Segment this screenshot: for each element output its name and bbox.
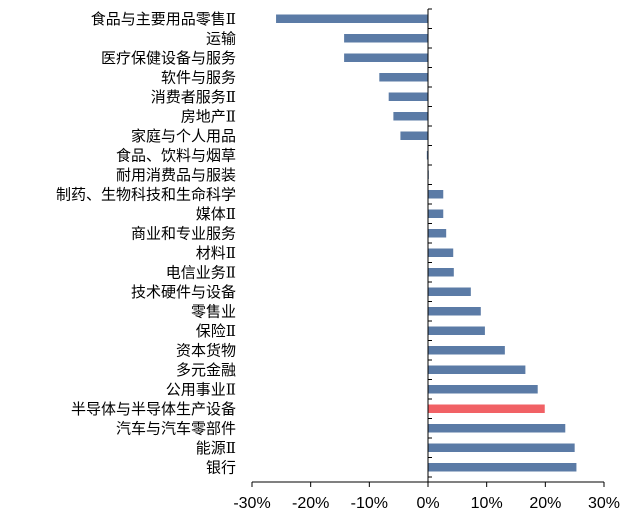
category-label-17: 资本货物	[176, 341, 236, 359]
x-tick-label-0: -30%	[233, 495, 270, 512]
category-label-4: 消费者服务Ⅱ	[151, 88, 236, 106]
category-label-13: 电信业务Ⅱ	[166, 263, 236, 281]
x-tick-label-2: -10%	[351, 495, 388, 512]
x-tick-labels-group: -30% -20% -10% 0% 10% 20% 30%	[233, 495, 620, 512]
category-label-19: 公用事业Ⅱ	[166, 380, 236, 398]
category-label-20: 半导体与半导体生产设备	[71, 400, 236, 418]
category-label-9: 制药、生物科技和生命科学	[56, 185, 236, 203]
category-label-7: 食品、饮料与烟草	[116, 146, 236, 164]
bar-4	[388, 92, 428, 101]
category-label-15: 零售业	[191, 302, 236, 320]
bar-5	[393, 112, 428, 121]
bar-15	[428, 307, 481, 316]
bar-21	[428, 424, 566, 433]
category-label-23: 银行	[206, 458, 236, 476]
bar-6	[400, 131, 428, 140]
x-tick-label-3: 0%	[416, 495, 439, 512]
category-label-6: 家庭与个人用品	[131, 127, 236, 145]
bar-0	[276, 14, 428, 23]
bar-11	[428, 229, 447, 238]
category-label-14: 技术硬件与设备	[131, 283, 236, 301]
category-label-2: 医疗保健设备与服务	[101, 49, 236, 67]
bar-22	[428, 443, 575, 452]
zero-axis-ticks-group	[428, 8, 432, 478]
category-label-16: 保险Ⅱ	[196, 322, 236, 340]
bar-10	[428, 209, 444, 218]
x-tick-label-5: 20%	[529, 495, 561, 512]
bar-12	[428, 248, 454, 257]
x-tick-label-6: 30%	[588, 495, 620, 512]
bar-19	[428, 385, 538, 394]
bar-18	[428, 365, 526, 374]
bar-16	[428, 326, 485, 335]
category-label-21: 汽车与汽车零部件	[116, 419, 236, 437]
bar-14	[428, 287, 471, 296]
bar-2	[344, 53, 428, 62]
x-tick-label-4: 10%	[471, 495, 503, 512]
category-label-22: 能源Ⅱ	[196, 439, 236, 457]
category-label-8: 耐用消费品与服装	[116, 166, 236, 184]
bar-1	[344, 34, 428, 43]
bar-7	[426, 151, 428, 160]
bar-17	[428, 346, 505, 355]
bar-3	[379, 73, 428, 82]
bar-9	[428, 190, 444, 199]
category-label-18: 多元金融	[176, 361, 236, 379]
bar-23	[428, 463, 577, 472]
x-tick-label-1: -20%	[292, 495, 329, 512]
category-label-11: 商业和专业服务	[131, 224, 236, 242]
category-label-12: 材料Ⅱ	[196, 244, 236, 262]
category-label-0: 食品与主要用品零售Ⅱ	[91, 10, 236, 28]
category-label-1: 运输	[206, 29, 236, 47]
bar-20	[428, 404, 545, 413]
bars-group	[276, 14, 577, 472]
category-label-3: 软件与服务	[161, 68, 236, 86]
category-label-10: 媒体Ⅱ	[196, 205, 236, 223]
category-label-5: 房地产Ⅱ	[181, 107, 236, 125]
x-axis-ticks-group	[251, 482, 605, 487]
bar-13	[428, 268, 454, 277]
